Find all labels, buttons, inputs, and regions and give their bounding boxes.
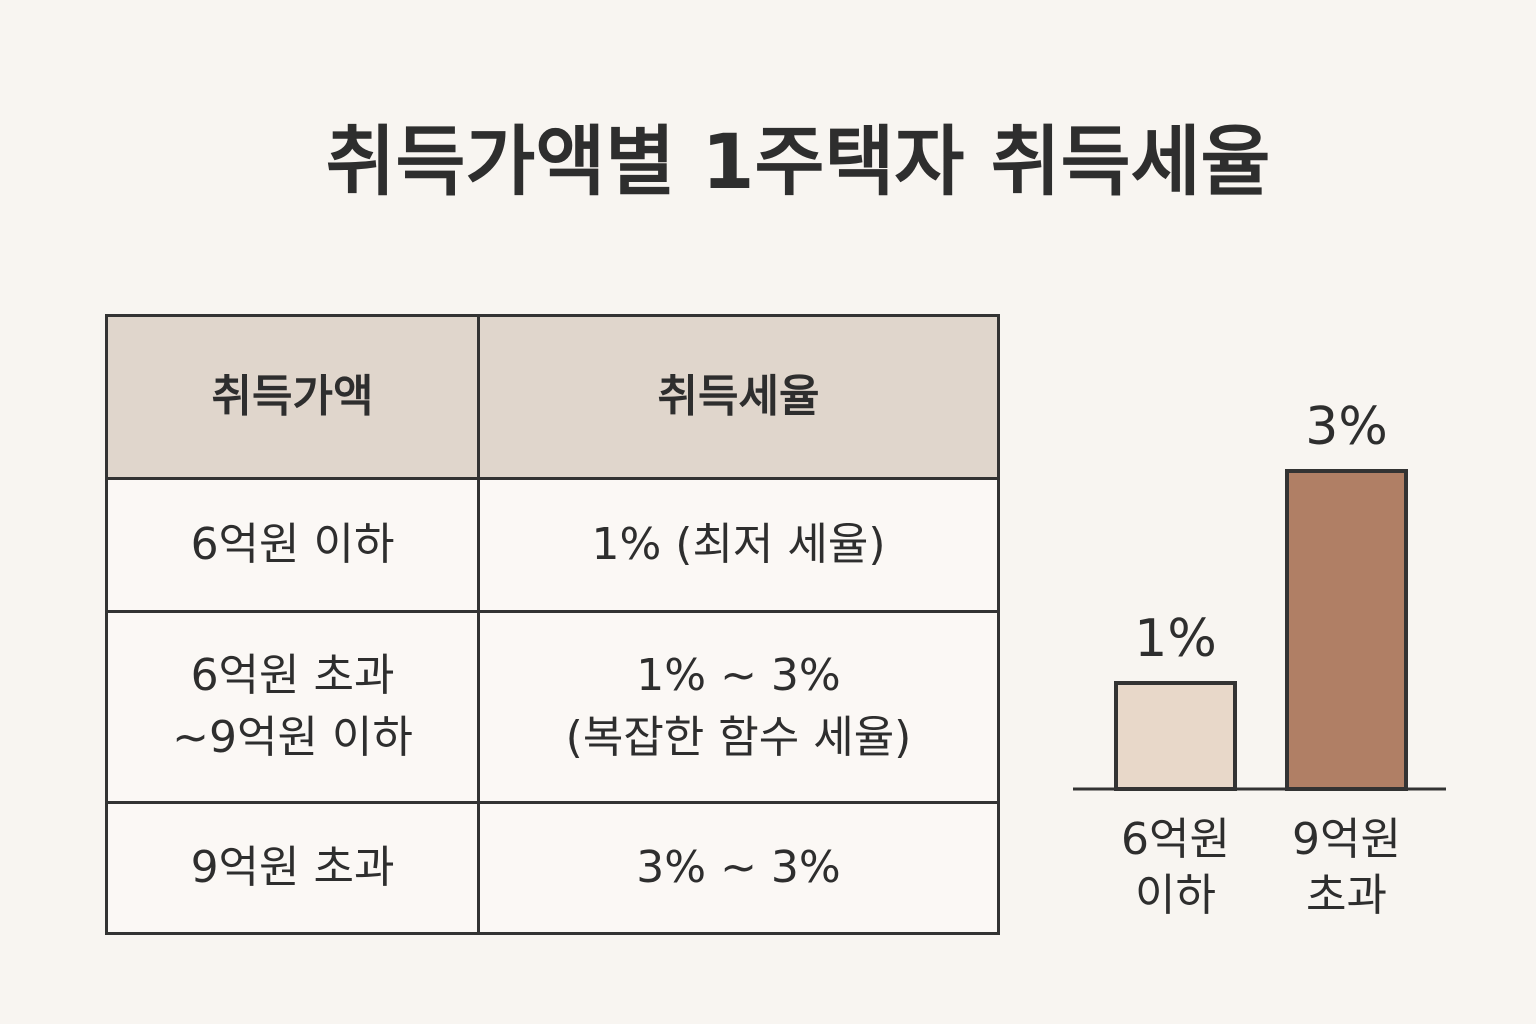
table-row: 6억원 초과 ~9억원 이하 1% ~ 3% (복잡한 함수 세율) bbox=[104, 610, 1000, 804]
table-cell: 1% (최저 세율) bbox=[477, 477, 1000, 613]
x-tick-label: 9억원 초과 bbox=[1292, 814, 1401, 921]
table-row: 9억원 초과 3% ~ 3% bbox=[104, 801, 1000, 935]
table-cell: 3% ~ 3% bbox=[477, 801, 1000, 935]
header-row: 취득가액 취득세율 bbox=[104, 314, 1000, 480]
header-cell: 취득세율 bbox=[477, 314, 1000, 480]
bar bbox=[1285, 469, 1408, 791]
value-label: 3% bbox=[1305, 397, 1388, 457]
rate-table: 취득가액 취득세율 6억원 이하 1% (최저 세율) 6억원 초과 ~9억원 … bbox=[104, 314, 1000, 935]
x-tick-label: 6억원 이하 bbox=[1121, 814, 1230, 921]
table-cell: 6억원 이하 bbox=[104, 477, 481, 613]
table-cell: 6억원 초과 ~9억원 이하 bbox=[104, 610, 481, 804]
value-label: 1% bbox=[1134, 609, 1217, 669]
header-cell: 취득가액 bbox=[104, 314, 481, 480]
table-row: 6억원 이하 1% (최저 세율) bbox=[104, 477, 1000, 613]
table-cell: 9억원 초과 bbox=[104, 801, 481, 935]
table-cell: 1% ~ 3% (복잡한 함수 세율) bbox=[477, 610, 1000, 804]
page-title: 취득가액별 1주택자 취득세율 bbox=[325, 117, 1271, 206]
bar bbox=[1114, 681, 1237, 791]
